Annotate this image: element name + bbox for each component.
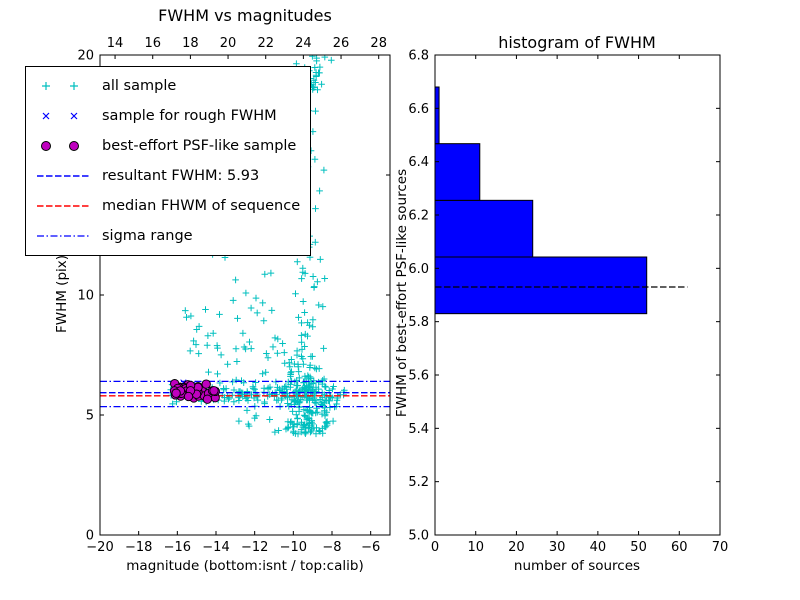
legend-item-resultant-fwhm: resultant FWHM: 5.93	[34, 161, 300, 191]
svg-text:10: 10	[77, 289, 94, 304]
dashdot-line-icon	[37, 235, 89, 237]
svg-text:20: 20	[220, 36, 237, 51]
svg-text:26: 26	[333, 36, 350, 51]
svg-text:5.2: 5.2	[408, 475, 429, 490]
svg-text:60: 60	[671, 540, 688, 555]
legend: all sample sample for rough FWHM best-ef…	[25, 66, 312, 256]
scatter-psf-like-sample	[169, 379, 220, 404]
svg-text:−10: −10	[280, 540, 307, 555]
legend-item-psf-sample: best-effort PSF-like sample	[34, 131, 300, 161]
svg-text:50: 50	[630, 540, 647, 555]
histogram-bar	[434, 86, 440, 145]
dashed-line-icon	[37, 175, 89, 177]
svg-text:6.8: 6.8	[408, 49, 429, 64]
right-plot-frame	[434, 54, 721, 536]
x-marker-icon	[42, 112, 78, 120]
svg-text:0: 0	[431, 540, 439, 555]
legend-label: best-effort PSF-like sample	[102, 138, 297, 154]
left-plot-frame	[99, 54, 391, 536]
svg-text:16: 16	[144, 36, 161, 51]
svg-text:−8: −8	[322, 540, 341, 555]
legend-label: resultant FWHM: 5.93	[102, 168, 260, 184]
svg-text:6.2: 6.2	[408, 209, 429, 224]
svg-text:20: 20	[77, 49, 94, 64]
svg-text:0: 0	[86, 529, 94, 544]
svg-text:18: 18	[182, 36, 199, 51]
svg-text:22: 22	[257, 36, 274, 51]
legend-item-rough-fwhm: sample for rough FWHM	[34, 101, 300, 131]
svg-text:−18: −18	[125, 540, 152, 555]
svg-text:−16: −16	[164, 540, 191, 555]
right-chart-ylabel: FWHM of best-effort PSF-like sources	[394, 168, 410, 418]
svg-text:−12: −12	[241, 540, 268, 555]
histogram-bar	[434, 256, 648, 315]
plus-marker-icon	[42, 82, 78, 90]
legend-label: sample for rough FWHM	[102, 108, 277, 124]
histogram-bar	[434, 199, 534, 258]
histogram-bars	[434, 86, 648, 315]
svg-text:6.0: 6.0	[408, 262, 429, 277]
svg-text:5.6: 5.6	[408, 369, 429, 384]
svg-text:28: 28	[370, 36, 387, 51]
legend-label: median FHWM of sequence	[102, 198, 301, 214]
histogram-bar	[434, 143, 481, 201]
svg-text:−6: −6	[361, 540, 380, 555]
svg-text:40: 40	[590, 540, 607, 555]
svg-text:−14: −14	[202, 540, 229, 555]
svg-text:6.6: 6.6	[408, 102, 429, 117]
legend-label: sigma range	[102, 228, 193, 244]
svg-text:5.8: 5.8	[408, 315, 429, 330]
legend-item-median-fwhm: median FHWM of sequence	[34, 191, 300, 221]
svg-text:5.4: 5.4	[408, 422, 429, 437]
svg-text:−20: −20	[86, 540, 113, 555]
dashed-line-icon	[37, 205, 89, 207]
right-plot-area: 0 10 20 30 40 50 60 70 5.0 5.2 5.4 5.6 5.8 6.0 6.2 6.4 6…	[408, 49, 728, 556]
left-chart-title: FWHM vs magnitudes	[158, 6, 332, 25]
svg-text:20: 20	[508, 540, 525, 555]
svg-text:70: 70	[712, 540, 729, 555]
svg-text:30: 30	[549, 540, 566, 555]
svg-text:6.4: 6.4	[408, 155, 429, 170]
legend-label: all sample	[102, 78, 177, 94]
left-plot-area: −20 −18 −16 −14 −12 −10 −8 −6 14 16 18 20 22 24 26 28 0 5…	[77, 36, 391, 555]
right-chart-xlabel: number of sources	[513, 558, 641, 574]
svg-text:14: 14	[107, 36, 124, 51]
svg-text:5: 5	[86, 409, 94, 424]
right-chart-title: histogram of FWHM	[498, 33, 656, 52]
circle-marker-icon	[41, 141, 79, 151]
legend-item-all-sample: all sample	[34, 71, 300, 101]
svg-text:10: 10	[467, 540, 484, 555]
svg-text:24: 24	[295, 36, 312, 51]
svg-text:5.0: 5.0	[408, 529, 429, 544]
legend-item-sigma-range: sigma range	[34, 221, 300, 251]
left-chart-xlabel: magnitude (bottom:isnt / top:calib)	[126, 558, 364, 574]
